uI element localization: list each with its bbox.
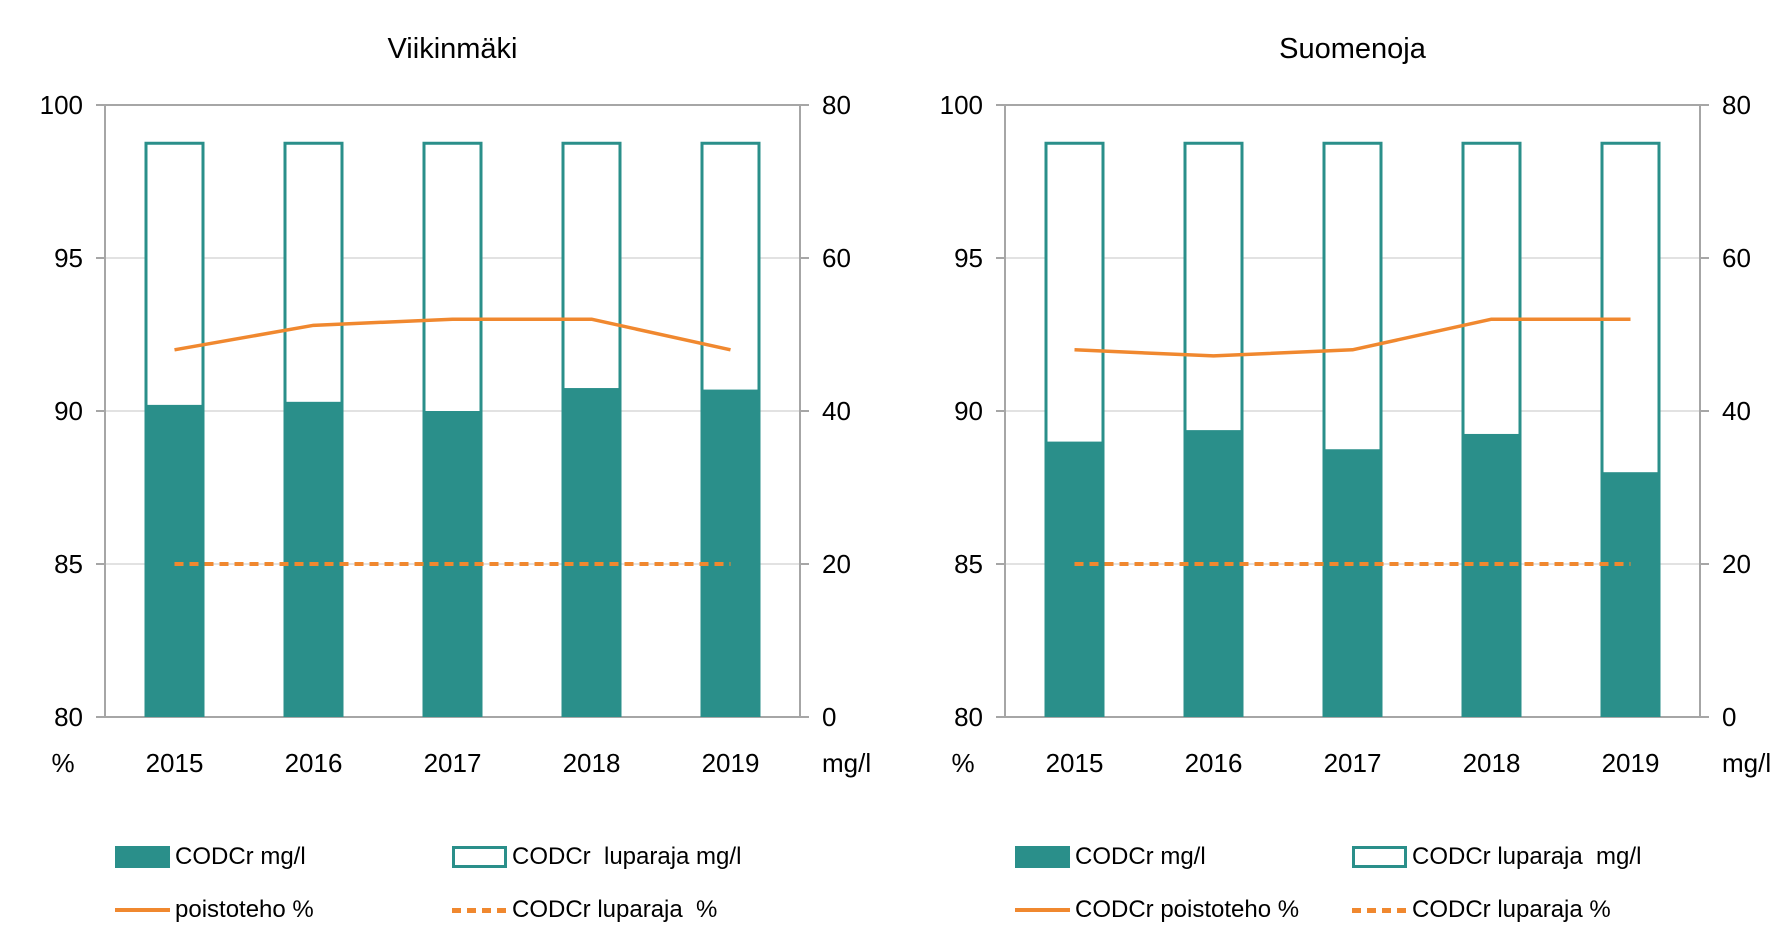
- x-axis-category-label: 2019: [702, 748, 760, 778]
- left-axis-tick-label: 95: [54, 243, 83, 273]
- left-axis-tick-label: 80: [954, 702, 983, 732]
- left-axis-tick-label: 100: [940, 90, 983, 120]
- legend-label: poistoteho %: [175, 896, 314, 923]
- bar-codcr: [1046, 441, 1103, 717]
- legend-label: CODCr luparaja mg/l: [512, 843, 742, 870]
- left-axis-tick-label: 90: [54, 396, 83, 426]
- bar-codcr: [702, 389, 759, 717]
- x-axis-category-label: 2016: [1185, 748, 1243, 778]
- legend-item: CODCr mg/l: [115, 843, 306, 871]
- legend-label: CODCr luparaja %: [1412, 896, 1611, 923]
- x-axis-category-label: 2016: [285, 748, 343, 778]
- legend-label: CODCr luparaja mg/l: [1412, 843, 1642, 870]
- legend-swatch-line-solid: [1015, 908, 1070, 912]
- chart-panel-viikinmaki: Viikinmäki 100 95 90 85 80 80 60 40 20 0 2015 2016 20…: [0, 0, 880, 939]
- legend-swatch-line-dashed: [1352, 907, 1407, 913]
- left-axis-tick-label: 100: [40, 90, 83, 120]
- left-axis-tick-label: 85: [54, 549, 83, 579]
- plot-svg: Suomenoja 100 95 90 85 80 80 60 40 20 0 2015 2016 201…: [940, 33, 1772, 778]
- bar-codcr: [1463, 433, 1520, 717]
- legend-item: CODCr luparaja mg/l: [452, 843, 741, 871]
- chart-panel-suomenoja: Suomenoja 100 95 90 85 80 80 60 40 20 0 2015 2016 201…: [900, 0, 1780, 939]
- x-axis-category-label: 2015: [146, 748, 204, 778]
- legend-swatch-line-dashed: [452, 907, 507, 913]
- x-axis-category-label: 2018: [1463, 748, 1521, 778]
- x-axis-category-label: 2015: [1046, 748, 1104, 778]
- plot-svg: Viikinmäki 100 95 90 85 80 80 60 40 20 0 2015 2016 20…: [40, 33, 872, 778]
- bar-codcr: [1324, 449, 1381, 717]
- right-axis-unit-label: mg/l: [822, 748, 871, 778]
- bar-codcr: [1602, 472, 1659, 717]
- bar-codcr: [1185, 430, 1242, 717]
- legend-item: CODCr poistoteho %: [1015, 896, 1299, 924]
- legend-swatch-line-solid: [115, 908, 170, 912]
- right-axis-tick-label: 20: [822, 549, 851, 579]
- left-axis-tick-label: 80: [54, 702, 83, 732]
- bar-codcr: [563, 388, 620, 717]
- right-axis-tick-label: 80: [822, 90, 851, 120]
- legend-item: CODCr luparaja mg/l: [1352, 843, 1641, 871]
- left-axis-tick-label: 90: [954, 396, 983, 426]
- legend-item: poistoteho %: [115, 896, 314, 924]
- right-axis-tick-label: 0: [822, 702, 836, 732]
- line-poistoteho: [1074, 317, 1631, 358]
- right-axis-tick-label: 60: [1722, 243, 1751, 273]
- legend-label: CODCr mg/l: [175, 843, 306, 870]
- legend-swatch-bar-outline: [1352, 846, 1407, 868]
- legend-label: CODCr poistoteho %: [1075, 896, 1300, 923]
- left-axis-unit-label: %: [51, 748, 74, 778]
- legend-label: CODCr luparaja %: [512, 896, 718, 923]
- left-axis-tick-label: 95: [954, 243, 983, 273]
- line-poistoteho: [174, 317, 731, 352]
- bar-codcr: [285, 401, 342, 717]
- right-axis-tick-label: 20: [1722, 549, 1751, 579]
- legend-swatch-bar-outline: [452, 846, 507, 868]
- legend-item: CODCr luparaja %: [452, 896, 717, 924]
- legend-label: CODCr mg/l: [1075, 843, 1206, 870]
- right-axis-tick-label: 80: [1722, 90, 1751, 120]
- right-axis-tick-label: 60: [822, 243, 851, 273]
- x-axis-category-label: 2019: [1602, 748, 1660, 778]
- x-axis-category-label: 2017: [424, 748, 482, 778]
- chart-title: Suomenoja: [1279, 33, 1427, 65]
- legend-swatch-bar-filled: [1015, 846, 1070, 868]
- right-axis-tick-label: 40: [822, 396, 851, 426]
- legend-item: CODCr mg/l: [1015, 843, 1206, 871]
- chart-title: Viikinmäki: [387, 33, 517, 65]
- left-axis-tick-label: 85: [954, 549, 983, 579]
- left-axis-unit-label: %: [951, 748, 974, 778]
- legend-swatch-bar-filled: [115, 846, 170, 868]
- legend-item: CODCr luparaja %: [1352, 896, 1611, 924]
- bar-codcr: [146, 404, 203, 717]
- right-axis-tick-label: 0: [1722, 702, 1736, 732]
- x-axis-category-label: 2017: [1324, 748, 1382, 778]
- right-axis-unit-label: mg/l: [1722, 748, 1771, 778]
- x-axis-category-label: 2018: [563, 748, 621, 778]
- right-axis-tick-label: 40: [1722, 396, 1751, 426]
